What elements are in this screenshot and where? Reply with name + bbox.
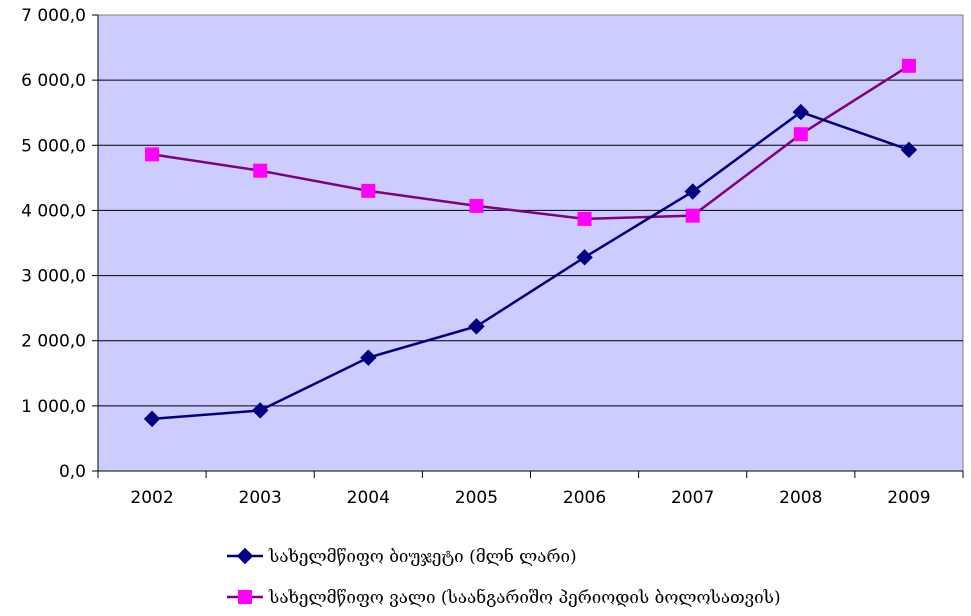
legend: სახელმწიფო ბიუჯეტი (მლნ ლარი) სახელმწიფო … (227, 547, 781, 608)
tick-labels: 0,0 1 000,0 2 000,0 3 000,0 4 000,0 5 000,0 6 … (21, 6, 930, 508)
axes (92, 14, 964, 478)
legend-marker (236, 547, 254, 565)
data-point-marker (360, 349, 377, 366)
plot-area (97, 14, 964, 472)
series-line (151, 110, 910, 421)
data-point-marker (469, 198, 484, 213)
data-point-marker (145, 147, 160, 162)
y-tick-label: 1 000,0 (21, 397, 86, 417)
series-lines (143, 58, 918, 428)
y-tick-label: 3 000,0 (21, 267, 86, 287)
legend-label: სახელმწიფო ბიუჯეტი (მლნ ლარი) (268, 547, 577, 567)
y-tick-label: 2 000,0 (21, 332, 86, 352)
legend-item: სახელმწიფო ბიუჯეტი (მლნ ლარი) (227, 547, 577, 567)
x-tick-label: 2003 (239, 488, 282, 508)
gridlines (98, 79, 963, 407)
data-point-marker (251, 402, 269, 419)
y-tick-label: 7 000,0 (21, 6, 86, 26)
data-point-marker (684, 183, 701, 200)
x-tick-label: 2006 (563, 488, 606, 508)
series-2 (145, 58, 916, 226)
data-point-marker (361, 183, 376, 198)
data-point-marker (577, 211, 592, 226)
legend-item: სახელმწიფო ვალი (საანგარიშო პერიოდის ბოლ… (227, 588, 781, 608)
y-tick-label: 6 000,0 (21, 71, 86, 91)
x-tick-label: 2008 (779, 488, 822, 508)
data-point-marker (468, 318, 485, 335)
y-tick-label: 4 000,0 (21, 201, 86, 221)
data-point-marker (143, 410, 161, 428)
y-tick-label: 5 000,0 (21, 136, 86, 156)
data-point-marker (792, 103, 810, 121)
data-point-marker (685, 208, 700, 223)
data-point-marker (901, 58, 916, 73)
x-tick-label: 2005 (455, 488, 498, 508)
data-point-marker (900, 141, 918, 159)
x-tick-label: 2002 (130, 488, 173, 508)
data-point-marker (576, 249, 593, 266)
x-tick-label: 2004 (347, 488, 390, 508)
y-tick-label: 0,0 (59, 462, 86, 482)
series-1 (143, 103, 918, 428)
x-tick-label: 2007 (671, 488, 714, 508)
legend-marker (238, 590, 252, 604)
legend-label: სახელმწიფო ვალი (საანგარიშო პერიოდის ბოლ… (268, 588, 781, 608)
x-tick-label: 2009 (887, 488, 930, 508)
series-line (151, 64, 910, 221)
data-point-marker (253, 163, 268, 178)
data-point-marker (793, 127, 808, 142)
